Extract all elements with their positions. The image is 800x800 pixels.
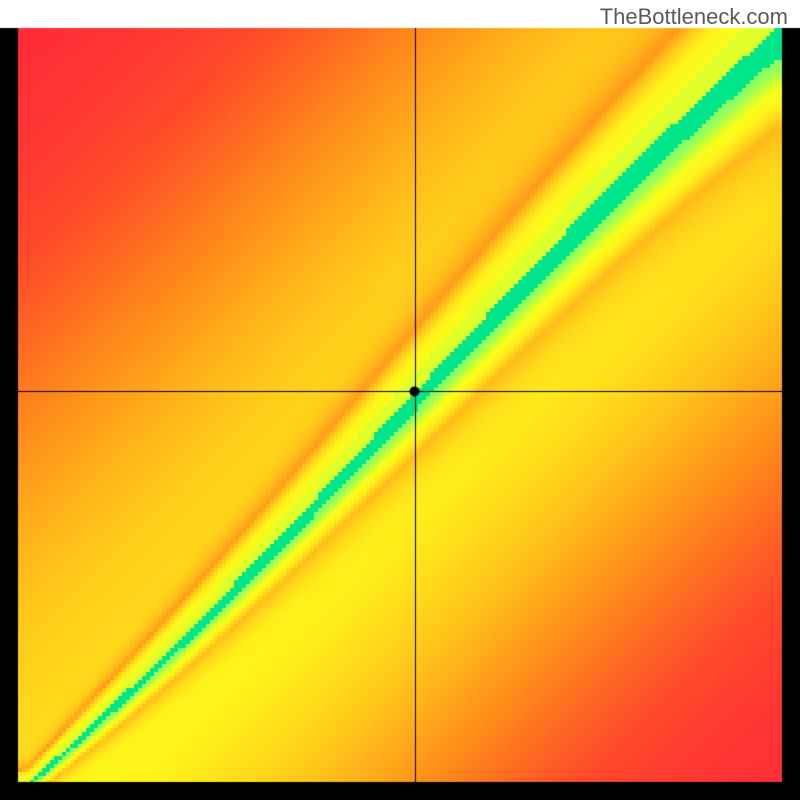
chart-container: TheBottleneck.com	[0, 0, 800, 800]
watermark-text: TheBottleneck.com	[600, 4, 788, 30]
heatmap-canvas	[0, 0, 800, 800]
